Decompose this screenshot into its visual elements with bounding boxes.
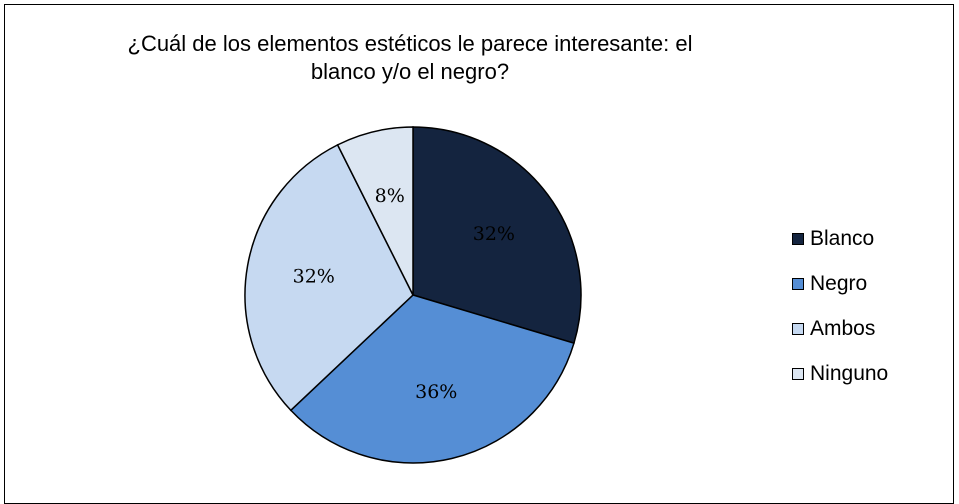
legend-swatch-ambos — [792, 322, 804, 335]
pie-labels: 32% 36% 32% 8% — [293, 185, 515, 403]
pie-slice-blanco — [412, 126, 582, 345]
legend-item-blanco: Blanco — [792, 216, 888, 261]
pie-label-negro: 36% — [415, 381, 457, 403]
pie-slice-ninguno — [336, 126, 414, 296]
pie-label-ambos: 32% — [293, 265, 335, 287]
legend-swatch-ninguno — [792, 367, 804, 380]
chart-title-line-1: ¿Cuál de los elementos estéticos le pare… — [127, 31, 693, 56]
legend-item-negro: Negro — [792, 261, 888, 306]
chart-title-line-2: blanco y/o el negro? — [310, 59, 510, 84]
legend-label-negro: Negro — [810, 271, 868, 295]
pie-slice-ambos — [244, 143, 414, 412]
legend-label-blanco: Blanco — [810, 226, 875, 250]
pie-slices — [244, 126, 582, 464]
legend-label-ninguno: Ninguno — [810, 361, 889, 385]
legend-item-ninguno: Ninguno — [792, 351, 888, 396]
legend-label-ambos: Ambos — [810, 316, 876, 340]
pie-chart: 32% 36% 32% 8% — [244, 126, 582, 464]
legend-swatch-blanco — [792, 232, 804, 245]
pie-label-ninguno: 8% — [375, 185, 405, 207]
legend: Blanco Negro Ambos Ninguno — [792, 216, 888, 396]
chart-title: ¿Cuál de los elementos estéticos le pare… — [0, 30, 820, 86]
legend-swatch-negro — [792, 277, 804, 290]
legend-item-ambos: Ambos — [792, 306, 888, 351]
pie-label-blanco: 32% — [473, 223, 515, 245]
pie-slice-negro — [289, 294, 575, 464]
